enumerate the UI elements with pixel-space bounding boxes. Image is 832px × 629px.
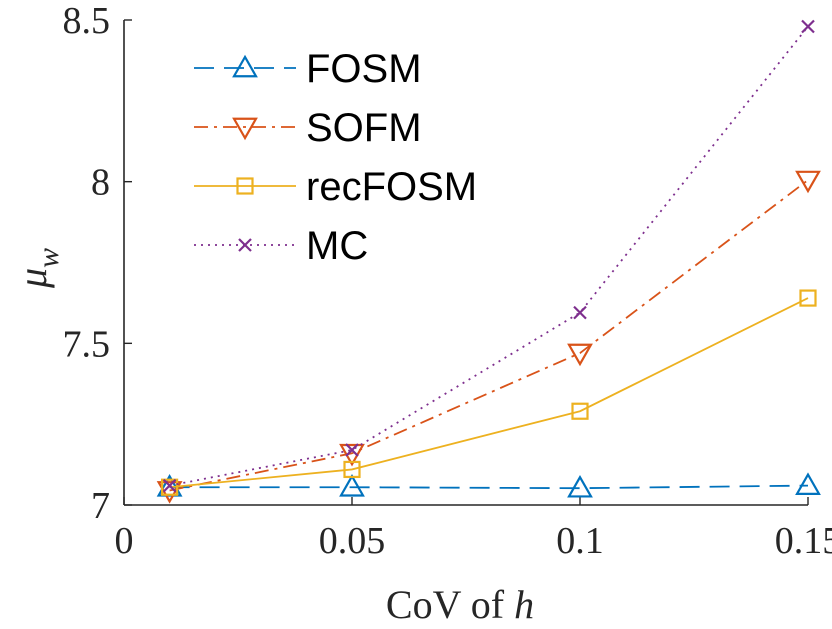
- data-point-mc: [162, 478, 177, 493]
- data-point-recfosm: [161, 478, 179, 496]
- y-tick-label: 7.5: [63, 323, 111, 365]
- x-axis-label: CoV of h: [386, 582, 534, 627]
- y-tick-label: 7: [91, 485, 110, 527]
- series-line-mc: [169, 25, 809, 487]
- legend-label-mc: MC: [306, 224, 368, 268]
- legend-marker-sofm: [232, 117, 258, 141]
- svg-text:μw: μw: [10, 248, 65, 289]
- data-point-mc: [801, 19, 815, 34]
- x-tick-label: 0.15: [775, 520, 832, 562]
- y-axis-label: μw: [10, 248, 65, 289]
- series-line-sofm: [169, 179, 809, 492]
- tick-labels: 0 0.05 0.1 0.15 7 7.5 8 8.5: [63, 0, 832, 562]
- y-tick-label: 8.5: [63, 0, 111, 42]
- data-point-fosm: [567, 474, 593, 498]
- data-point-fosm: [339, 473, 365, 497]
- series-line-recfosm: [169, 297, 809, 489]
- legend-marker-mc: [238, 238, 252, 252]
- legend: FOSM SOFM recFOSM MC: [194, 47, 477, 268]
- data-point-sofm: [567, 343, 593, 367]
- x-tick-label: 0.1: [556, 520, 604, 562]
- data-point-fosm: [795, 472, 821, 495]
- series-line-fosm: [169, 484, 809, 490]
- data-point-sofm: [795, 170, 821, 194]
- data-point-mc: [573, 305, 587, 320]
- y-tick-label: 8: [91, 162, 110, 204]
- data-point-recfosm: [343, 460, 361, 479]
- axes: [123, 19, 809, 506]
- data-point-mc: [345, 443, 359, 457]
- legend-label-fosm: FOSM: [306, 47, 422, 91]
- legend-marker-recfosm: [236, 177, 254, 195]
- legend-label-recfosm: recFOSM: [306, 165, 477, 209]
- x-tick-label: 0: [115, 520, 134, 562]
- legend-marker-fosm: [232, 54, 258, 78]
- data-point-recfosm: [799, 289, 817, 307]
- series-group: [156, 19, 821, 504]
- x-tick-label: 0.05: [319, 520, 386, 562]
- legend-label-sofm: SOFM: [306, 106, 422, 150]
- data-point-recfosm: [571, 402, 589, 420]
